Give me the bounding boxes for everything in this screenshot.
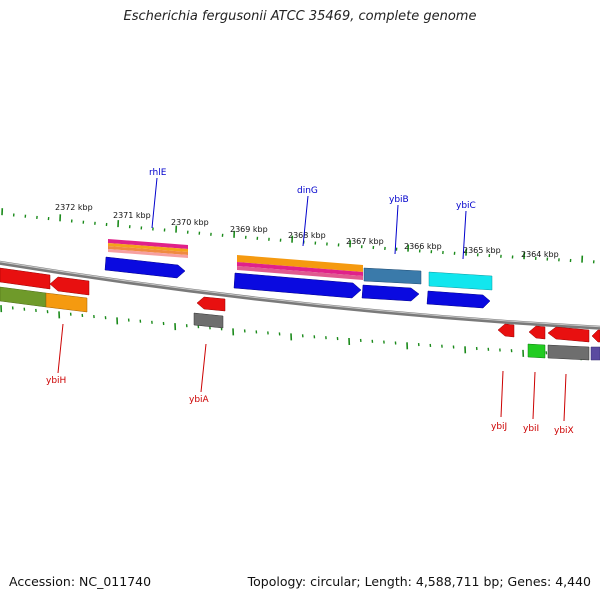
genome-backbone-highlight [0,261,600,328]
gene-label-rhlE[interactable]: rhlE [149,168,167,178]
kbp-label: 2365 kbp [463,246,501,255]
gene-label-ybiX[interactable]: ybiX [554,426,574,436]
gene-feature-purple[interactable] [590,346,600,361]
gene-feature-blue[interactable] [104,256,186,279]
gene-feature-grey[interactable] [547,344,590,361]
bottom-gene-labels: ybiH ybiA ybiJ ybiI ybiX [46,323,574,436]
outer-tick-ring [1,208,595,264]
gene-label-ybiA[interactable]: ybiA [189,395,210,405]
kbp-label: 2366 kbp [404,242,442,251]
gene-feature-red[interactable] [196,296,226,312]
gene-feature-blue[interactable] [426,290,491,309]
gene-feature-olive[interactable] [0,286,47,308]
kbp-label: 2368 kbp [288,231,326,240]
gene-feature-ybiX[interactable] [547,326,590,343]
gene-feature-red[interactable] [0,267,51,290]
reverse-strand-features [0,267,600,361]
gene-label-ybiB[interactable]: ybiB [389,195,409,205]
gene-feature-ybiB[interactable] [363,267,422,285]
gene-feature-blue[interactable] [233,272,362,299]
gene-feature-ybiA[interactable] [193,312,224,329]
gene-feature-dinG[interactable] [237,255,363,280]
top-gene-labels: rhlE dinG ybiB ybiC [149,168,476,260]
gene-feature-ybiH[interactable] [45,292,88,313]
kbp-label: 2367 kbp [346,237,384,246]
gene-label-ybiC[interactable]: ybiC [456,201,476,211]
kbp-label: 2371 kbp [113,211,151,220]
gene-feature-red[interactable] [591,329,600,343]
gene-label-ybiI[interactable]: ybiI [523,424,539,434]
gene-feature-red[interactable] [49,276,90,296]
forward-strand-features [104,239,493,309]
gene-label-ybiJ[interactable]: ybiJ [491,422,507,432]
map-title: Escherichia fergusonii ATCC 35469, compl… [123,9,477,24]
gene-feature-ybiI[interactable] [527,343,546,359]
kbp-label: 2372 kbp [55,203,93,212]
gene-feature-blue[interactable] [361,284,420,302]
genome-summary-text: Topology: circular; Length: 4,588,711 bp… [247,574,591,589]
gene-feature-ybiC[interactable] [428,271,493,291]
gene-label-dinG[interactable]: dinG [297,186,318,196]
gene-feature-ybiJ[interactable] [497,323,515,338]
kbp-label: 2369 kbp [230,225,268,234]
kbp-labels: 2372 kbp 2371 kbp 2370 kbp 2369 kbp 2368… [55,203,559,259]
accession-text: Accession: NC_011740 [9,574,152,589]
gene-feature-rhlE[interactable] [108,239,188,258]
kbp-label: 2364 kbp [521,250,559,259]
gene-feature-red[interactable] [528,325,546,340]
gene-label-ybiH[interactable]: ybiH [46,376,66,386]
kbp-label: 2370 kbp [171,218,209,227]
genome-backbone [0,260,600,330]
